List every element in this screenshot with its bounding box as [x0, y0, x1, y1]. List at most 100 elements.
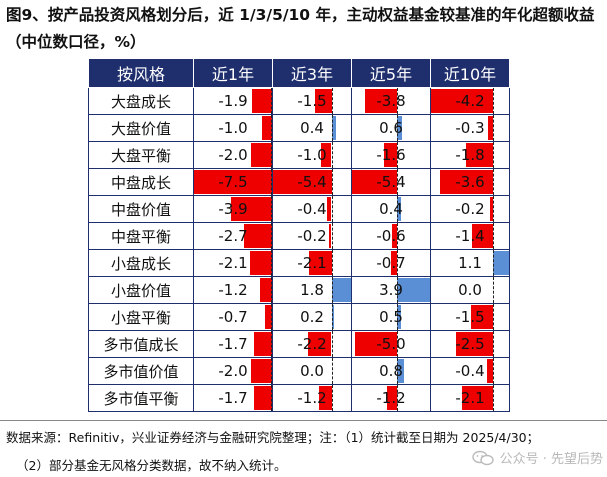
zero-axis-line: [397, 250, 399, 276]
zero-axis-line: [492, 196, 494, 222]
value-label: 0.2: [300, 308, 324, 326]
value-cell: -2.7: [193, 222, 273, 250]
negative-bar: [264, 305, 272, 329]
value-cell: -7.5: [193, 168, 273, 196]
negative-bar: [194, 170, 272, 194]
negative-bar: [439, 170, 493, 194]
negative-bar: [391, 251, 398, 275]
negative-bar: [231, 197, 272, 221]
table-row: 大盘价值 -1.0 0.4 0.6 -0.3: [88, 114, 510, 142]
value-cell: -0.4: [430, 357, 510, 385]
value-cell: -2.1: [193, 249, 273, 277]
value-cell: -1.4: [430, 222, 510, 250]
style-label: 小盘价值: [88, 276, 194, 304]
table-row: 大盘成长 -1.9 -1.5 -3.8 -4.2: [88, 87, 510, 115]
negative-bar: [308, 251, 332, 275]
value-label: -2.1: [455, 389, 485, 407]
value-label: -2.7: [218, 227, 248, 245]
value-cell: 0.6: [351, 114, 431, 142]
value-cell: 0.2: [272, 303, 352, 331]
value-label: 0.4: [300, 119, 324, 137]
value-label: 0.4: [379, 200, 403, 218]
positive-bar: [397, 305, 402, 329]
exclusion-note: （2）部分基金无风格分类数据，故不纳入统计。: [16, 458, 287, 473]
header-1y: 近1年: [193, 58, 273, 88]
negative-bar: [486, 359, 493, 383]
value-label: -2.5: [455, 335, 485, 353]
figure-title: 图9、按产品投资风格划分后，近 1/3/5/10 年，主动权益基金较基准的年化超…: [6, 6, 595, 51]
watermark-text: 公众号 · 先望后势: [499, 452, 603, 467]
value-label: -0.6: [376, 227, 406, 245]
zero-axis-line: [331, 196, 333, 222]
watermark: 公众号 · 先望后势: [471, 448, 603, 467]
zero-axis-line: [331, 358, 333, 384]
value-label: -4.2: [455, 92, 485, 110]
value-cell: -0.7: [351, 249, 431, 277]
zero-axis-line: [397, 88, 399, 114]
negative-bar: [470, 305, 493, 329]
negative-bar: [355, 332, 398, 356]
negative-bar: [307, 332, 332, 356]
negative-bar: [472, 224, 493, 248]
table-row: 中盘平衡 -2.7 -0.2 -0.6 -1.4: [88, 222, 510, 250]
value-label: -0.7: [376, 254, 406, 272]
value-label: -1.8: [455, 146, 485, 164]
negative-bar: [365, 89, 398, 113]
negative-bar: [489, 197, 493, 221]
value-label: -1.7: [218, 389, 248, 407]
value-label: 1.8: [300, 281, 324, 299]
source-note: 数据来源：Refinitiv，兴业证券经济与金融研究院整理；注：（1）统计截至日…: [6, 430, 540, 445]
wechat-icon: [471, 450, 494, 465]
zero-axis-line: [271, 331, 272, 357]
value-cell: -4.2: [430, 87, 510, 115]
zero-axis-line: [492, 169, 494, 195]
zero-axis-line: [331, 331, 333, 357]
zero-axis-line: [397, 358, 399, 384]
zero-axis-line: [271, 115, 272, 141]
value-cell: 0.0: [272, 357, 352, 385]
negative-bar: [327, 197, 332, 221]
value-cell: -1.7: [193, 330, 273, 358]
value-label: -1.2: [218, 281, 248, 299]
zero-axis-line: [397, 331, 399, 357]
zero-axis-line: [331, 304, 333, 330]
value-label: -2.1: [297, 254, 327, 272]
zero-axis-line: [492, 88, 494, 114]
value-cell: 0.4: [351, 195, 431, 223]
value-cell: -0.4: [272, 195, 352, 223]
value-label: -2.0: [218, 146, 248, 164]
positive-bar: [397, 197, 401, 221]
value-label: 0.0: [300, 362, 324, 380]
footer: 数据来源：Refinitiv，兴业证券经济与金融研究院整理；注：（1）统计截至日…: [0, 420, 607, 477]
value-label: -0.2: [297, 227, 327, 245]
value-label: -3.8: [376, 92, 406, 110]
value-label: -2.0: [218, 362, 248, 380]
value-label: -0.4: [455, 362, 485, 380]
positive-bar: [397, 278, 430, 302]
style-label: 中盘平衡: [88, 222, 194, 250]
value-cell: -3.8: [351, 87, 431, 115]
value-cell: 1.1: [430, 249, 510, 277]
negative-bar: [254, 332, 272, 356]
negative-bar: [352, 170, 398, 194]
value-label: -1.0: [218, 119, 248, 137]
zero-axis-line: [271, 88, 272, 114]
value-label: 0.6: [379, 119, 403, 137]
zero-axis-line: [397, 142, 399, 168]
zero-axis-line: [331, 88, 333, 114]
zero-axis-line: [397, 385, 399, 411]
zero-axis-line: [271, 385, 272, 411]
zero-axis-line: [271, 169, 272, 195]
zero-axis-line: [492, 331, 494, 357]
negative-bar: [461, 386, 493, 410]
value-label: -2.1: [218, 254, 248, 272]
value-cell: -1.5: [430, 303, 510, 331]
style-label: 多市值成长: [88, 330, 194, 358]
zero-axis-line: [492, 223, 494, 249]
zero-axis-line: [397, 223, 399, 249]
value-cell: -5.4: [272, 168, 352, 196]
zero-axis-line: [492, 358, 494, 384]
value-label: 1.1: [458, 254, 482, 272]
value-cell: -3.9: [193, 195, 273, 223]
negative-bar: [254, 386, 272, 410]
